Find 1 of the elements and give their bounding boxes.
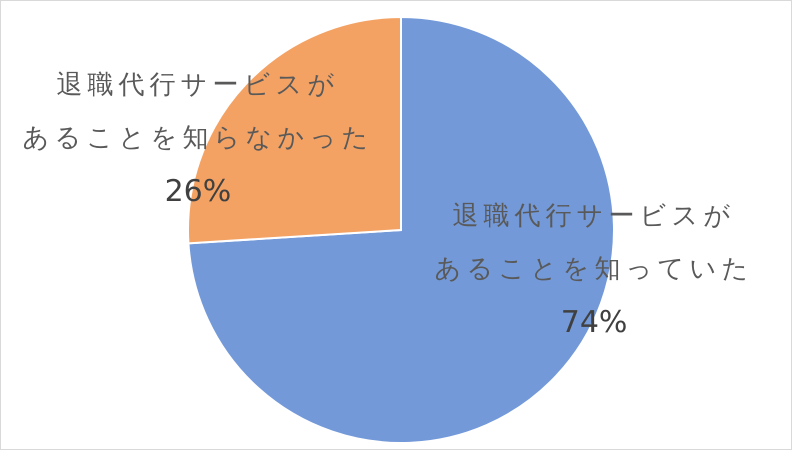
slice-label: 退職代行サービスがあることを知らなかった (22, 68, 374, 155)
